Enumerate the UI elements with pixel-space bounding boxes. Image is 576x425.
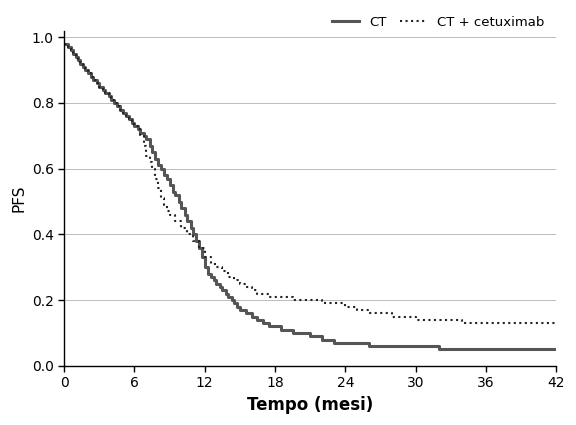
Legend: CT, CT + cetuximab: CT, CT + cetuximab: [327, 11, 550, 34]
X-axis label: Tempo (mesi): Tempo (mesi): [247, 396, 373, 414]
Y-axis label: PFS: PFS: [11, 184, 26, 212]
